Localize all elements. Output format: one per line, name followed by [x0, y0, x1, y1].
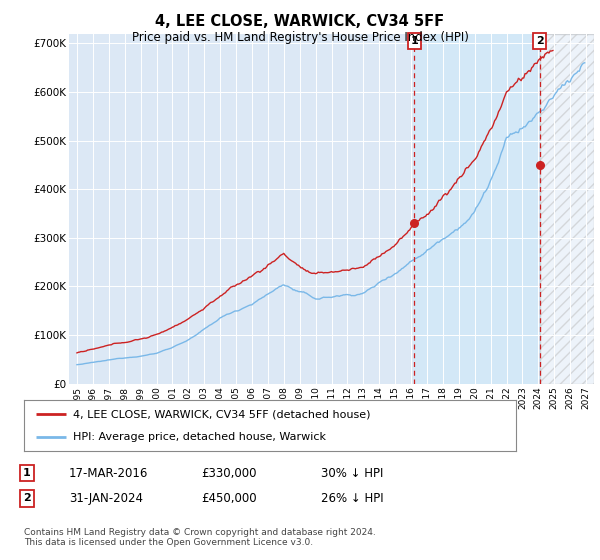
- Text: Contains HM Land Registry data © Crown copyright and database right 2024.
This d: Contains HM Land Registry data © Crown c…: [24, 528, 376, 547]
- Text: 17-MAR-2016: 17-MAR-2016: [69, 466, 148, 480]
- Text: 4, LEE CLOSE, WARWICK, CV34 5FF: 4, LEE CLOSE, WARWICK, CV34 5FF: [155, 14, 445, 29]
- Text: HPI: Average price, detached house, Warwick: HPI: Average price, detached house, Warw…: [73, 432, 326, 442]
- Text: 26% ↓ HPI: 26% ↓ HPI: [321, 492, 383, 505]
- Text: 4, LEE CLOSE, WARWICK, CV34 5FF (detached house): 4, LEE CLOSE, WARWICK, CV34 5FF (detache…: [73, 409, 371, 419]
- Text: Price paid vs. HM Land Registry's House Price Index (HPI): Price paid vs. HM Land Registry's House …: [131, 31, 469, 44]
- Text: 2: 2: [23, 493, 31, 503]
- Text: 31-JAN-2024: 31-JAN-2024: [69, 492, 143, 505]
- Text: 30% ↓ HPI: 30% ↓ HPI: [321, 466, 383, 480]
- Text: 1: 1: [410, 36, 418, 46]
- Text: £450,000: £450,000: [201, 492, 257, 505]
- Bar: [415, 34, 539, 384]
- Bar: [539, 34, 594, 384]
- Text: £330,000: £330,000: [201, 466, 257, 480]
- Text: 2: 2: [536, 36, 544, 46]
- Text: 1: 1: [23, 468, 31, 478]
